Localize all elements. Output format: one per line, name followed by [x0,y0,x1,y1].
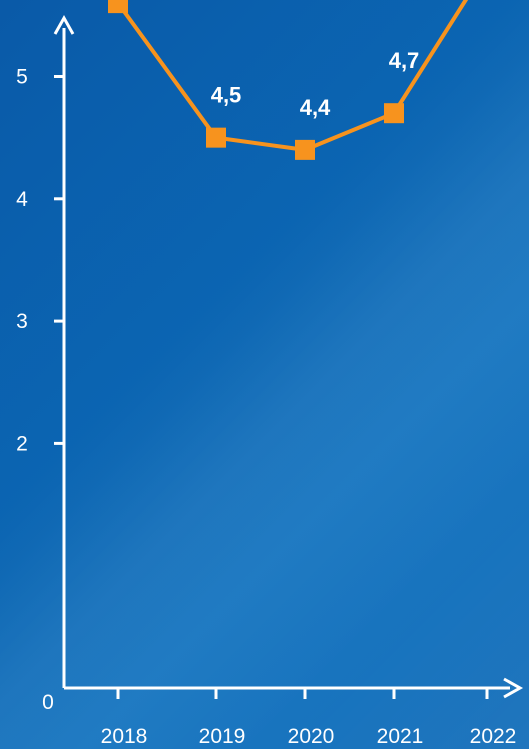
y-tick-label-0: 0 [42,691,54,714]
x-axis-arrow [503,677,524,699]
data-point-2018 [108,0,128,14]
axes [53,14,524,699]
data-point-2019 [206,127,226,148]
x-tick-label-2022: 2022 [470,725,517,748]
series-line [116,0,469,152]
x-tick-label-2019: 2019 [199,725,246,748]
y-tick-label-3: 3 [16,310,28,333]
y-axis-arrow [53,14,75,35]
data-point-2020 [295,139,315,160]
data-point-2021 [384,103,404,124]
x-tick-label-2021: 2021 [377,725,424,748]
x-tick-label-2018: 2018 [101,725,148,748]
data-labels: 5,64,54,44,75,9 [211,48,420,120]
series-group [108,0,469,160]
data-label-2019: 4,5 [211,83,242,108]
x-tick-label-2020: 2020 [288,725,335,748]
y-axis-ticks: 023456 [16,66,64,714]
x-axis-ticks: 2018 2019 2020 2021 2022 [101,688,517,748]
data-label-2021: 4,7 [389,48,420,73]
y-tick-label-5: 5 [16,66,28,89]
y-tick-label-2: 2 [16,432,28,455]
y-tick-label-4: 4 [16,188,28,211]
data-label-2020: 4,4 [300,95,331,120]
